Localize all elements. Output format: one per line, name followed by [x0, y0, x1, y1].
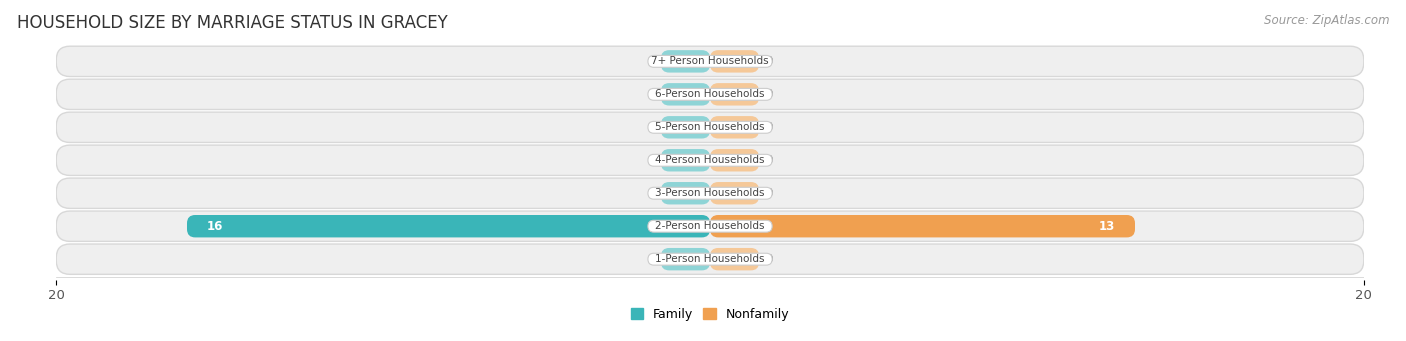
FancyBboxPatch shape — [710, 50, 759, 73]
FancyBboxPatch shape — [56, 112, 1364, 143]
FancyBboxPatch shape — [661, 50, 710, 73]
Text: 0: 0 — [766, 253, 773, 266]
FancyBboxPatch shape — [648, 187, 772, 199]
FancyBboxPatch shape — [710, 182, 759, 205]
FancyBboxPatch shape — [710, 248, 759, 270]
Text: 5-Person Households: 5-Person Households — [655, 122, 765, 132]
Text: 0: 0 — [647, 154, 654, 167]
FancyBboxPatch shape — [648, 154, 772, 166]
Text: 0: 0 — [647, 121, 654, 134]
Text: 16: 16 — [207, 220, 224, 233]
FancyBboxPatch shape — [56, 244, 1364, 275]
Text: HOUSEHOLD SIZE BY MARRIAGE STATUS IN GRACEY: HOUSEHOLD SIZE BY MARRIAGE STATUS IN GRA… — [17, 14, 447, 32]
FancyBboxPatch shape — [56, 211, 1364, 241]
FancyBboxPatch shape — [648, 56, 772, 67]
FancyBboxPatch shape — [648, 88, 772, 100]
FancyBboxPatch shape — [648, 121, 772, 133]
FancyBboxPatch shape — [648, 220, 772, 232]
Text: 0: 0 — [766, 121, 773, 134]
Text: Source: ZipAtlas.com: Source: ZipAtlas.com — [1264, 14, 1389, 27]
Text: 1-Person Households: 1-Person Households — [655, 254, 765, 264]
FancyBboxPatch shape — [661, 149, 710, 172]
FancyBboxPatch shape — [648, 253, 772, 265]
Text: 0: 0 — [766, 88, 773, 101]
Text: 0: 0 — [766, 187, 773, 200]
Text: 3-Person Households: 3-Person Households — [655, 188, 765, 198]
FancyBboxPatch shape — [661, 116, 710, 138]
FancyBboxPatch shape — [56, 46, 1364, 76]
FancyBboxPatch shape — [56, 178, 1364, 208]
FancyBboxPatch shape — [710, 215, 1135, 237]
Text: 0: 0 — [647, 253, 654, 266]
Text: 0: 0 — [647, 88, 654, 101]
FancyBboxPatch shape — [661, 182, 710, 205]
Text: 4-Person Households: 4-Person Households — [655, 155, 765, 165]
FancyBboxPatch shape — [187, 215, 710, 237]
Text: 0: 0 — [647, 187, 654, 200]
FancyBboxPatch shape — [56, 79, 1364, 109]
FancyBboxPatch shape — [661, 248, 710, 270]
FancyBboxPatch shape — [710, 116, 759, 138]
FancyBboxPatch shape — [710, 83, 759, 106]
FancyBboxPatch shape — [56, 145, 1364, 175]
Text: 6-Person Households: 6-Person Households — [655, 89, 765, 99]
Text: 0: 0 — [647, 55, 654, 68]
FancyBboxPatch shape — [661, 83, 710, 106]
Text: 13: 13 — [1099, 220, 1115, 233]
Text: 0: 0 — [766, 55, 773, 68]
Legend: Family, Nonfamily: Family, Nonfamily — [626, 303, 794, 326]
Text: 0: 0 — [766, 154, 773, 167]
FancyBboxPatch shape — [710, 149, 759, 172]
Text: 7+ Person Households: 7+ Person Households — [651, 56, 769, 66]
Text: 2-Person Households: 2-Person Households — [655, 221, 765, 231]
